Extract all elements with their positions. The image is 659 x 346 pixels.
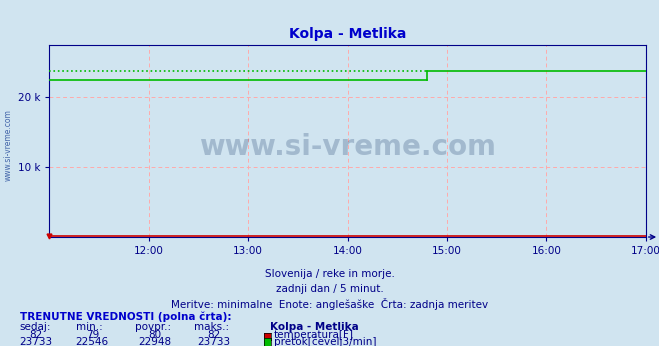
Text: 82: 82 xyxy=(208,330,221,340)
Text: sedaj:: sedaj: xyxy=(20,322,51,332)
Text: www.si-vreme.com: www.si-vreme.com xyxy=(199,133,496,161)
Text: zadnji dan / 5 minut.: zadnji dan / 5 minut. xyxy=(275,284,384,294)
Text: Slovenija / reke in morje.: Slovenija / reke in morje. xyxy=(264,269,395,279)
Text: 23733: 23733 xyxy=(20,337,53,346)
Text: pretok[čevelj3/min]: pretok[čevelj3/min] xyxy=(274,336,377,346)
Text: Kolpa - Metlika: Kolpa - Metlika xyxy=(270,322,359,332)
Text: 80: 80 xyxy=(148,330,161,340)
Text: 79: 79 xyxy=(86,330,99,340)
Text: 82: 82 xyxy=(30,330,43,340)
Text: min.:: min.: xyxy=(76,322,103,332)
Text: temperatura[F]: temperatura[F] xyxy=(274,330,354,340)
Text: 23733: 23733 xyxy=(198,337,231,346)
Text: povpr.:: povpr.: xyxy=(135,322,171,332)
Text: maks.:: maks.: xyxy=(194,322,229,332)
Text: TRENUTNE VREDNOSTI (polna črta):: TRENUTNE VREDNOSTI (polna črta): xyxy=(20,311,231,322)
Text: 22546: 22546 xyxy=(76,337,109,346)
Text: www.si-vreme.com: www.si-vreme.com xyxy=(3,109,13,181)
Title: Kolpa - Metlika: Kolpa - Metlika xyxy=(289,27,407,41)
Text: Meritve: minimalne  Enote: anglešaške  Črta: zadnja meritev: Meritve: minimalne Enote: anglešaške Črt… xyxy=(171,298,488,310)
Text: 22948: 22948 xyxy=(138,337,171,346)
